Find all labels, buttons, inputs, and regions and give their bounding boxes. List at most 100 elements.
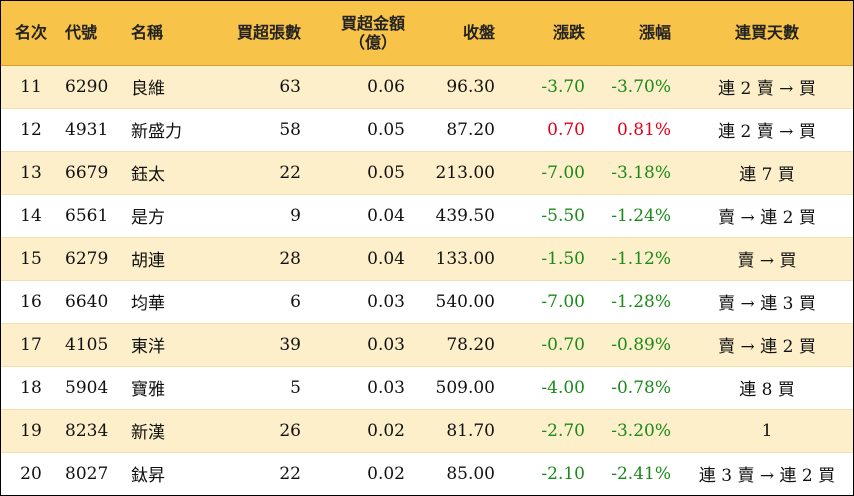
table-row: 17 4105 東洋 39 0.03 78.20 -0.70 -0.89% 賣 → 連 2 買 — [1, 323, 853, 367]
cell-net-amount: 0.06 — [307, 65, 411, 109]
cell-close: 509.00 — [411, 366, 501, 410]
cell-close: 96.30 — [411, 65, 501, 109]
cell-net-lots: 39 — [205, 323, 307, 367]
cell-close: 81.70 — [411, 409, 501, 453]
cell-name: 良維 — [127, 65, 205, 109]
cell-code: 6679 — [61, 151, 127, 195]
header-close: 收盤 — [411, 1, 501, 66]
cell-code: 6561 — [61, 194, 127, 238]
table-row: 15 6279 胡連 28 0.04 133.00 -1.50 -1.12% 賣 → 買 — [1, 237, 853, 281]
cell-name: 是方 — [127, 194, 205, 238]
cell-net-lots: 5 — [205, 366, 307, 410]
cell-net-amount: 0.02 — [307, 409, 411, 453]
cell-change: -1.50 — [501, 237, 591, 281]
cell-streak: 連 8 買 — [681, 366, 853, 410]
cell-net-lots: 22 — [205, 452, 307, 495]
cell-close: 85.00 — [411, 452, 501, 495]
cell-close: 87.20 — [411, 108, 501, 152]
cell-code: 8234 — [61, 409, 127, 453]
cell-name: 鈺太 — [127, 151, 205, 195]
table-row: 13 6679 鈺太 22 0.05 213.00 -7.00 -3.18% 連 7 買 — [1, 151, 853, 195]
cell-streak: 賣 → 連 3 買 — [681, 280, 853, 324]
cell-name: 新漢 — [127, 409, 205, 453]
cell-streak: 連 7 買 — [681, 151, 853, 195]
cell-rank: 15 — [1, 237, 61, 281]
table-row: 19 8234 新漢 26 0.02 81.70 -2.70 -3.20% 1 — [1, 409, 853, 453]
cell-code: 6290 — [61, 65, 127, 109]
cell-change: -4.00 — [501, 366, 591, 410]
cell-change-pct: -3.20% — [591, 409, 681, 453]
cell-net-amount: 0.05 — [307, 108, 411, 152]
cell-name: 寶雅 — [127, 366, 205, 410]
header-change-pct: 漲幅 — [591, 1, 681, 66]
header-code: 代號 — [61, 1, 127, 66]
header-name: 名稱 — [127, 1, 205, 66]
table-row: 11 6290 良維 63 0.06 96.30 -3.70 -3.70% 連 2 賣 → 買 — [1, 65, 853, 109]
cell-change-pct: -3.18% — [591, 151, 681, 195]
cell-net-amount: 0.05 — [307, 151, 411, 195]
cell-change-pct: -0.89% — [591, 323, 681, 367]
cell-rank: 19 — [1, 409, 61, 453]
cell-change-pct: -1.12% — [591, 237, 681, 281]
header-streak: 連買天數 — [681, 1, 853, 66]
cell-net-lots: 63 — [205, 65, 307, 109]
cell-close: 133.00 — [411, 237, 501, 281]
cell-change-pct: -3.70% — [591, 65, 681, 109]
cell-name: 新盛力 — [127, 108, 205, 152]
cell-net-lots: 9 — [205, 194, 307, 238]
cell-change: -2.10 — [501, 452, 591, 495]
cell-rank: 11 — [1, 65, 61, 109]
cell-net-lots: 26 — [205, 409, 307, 453]
table-row: 18 5904 寶雅 5 0.03 509.00 -4.00 -0.78% 連 8 買 — [1, 366, 853, 410]
cell-streak: 賣 → 連 2 買 — [681, 323, 853, 367]
cell-net-lots: 22 — [205, 151, 307, 195]
header-net-lots: 買超張數 — [205, 1, 307, 66]
cell-change: -2.70 — [501, 409, 591, 453]
header-change: 漲跌 — [501, 1, 591, 66]
cell-code: 4931 — [61, 108, 127, 152]
cell-code: 5904 — [61, 366, 127, 410]
cell-rank: 16 — [1, 280, 61, 324]
cell-streak: 賣 → 買 — [681, 237, 853, 281]
cell-change-pct: -1.24% — [591, 194, 681, 238]
cell-net-lots: 6 — [205, 280, 307, 324]
cell-rank: 17 — [1, 323, 61, 367]
cell-change: -7.00 — [501, 151, 591, 195]
cell-rank: 14 — [1, 194, 61, 238]
cell-change: -7.00 — [501, 280, 591, 324]
cell-change-pct: -1.28% — [591, 280, 681, 324]
cell-rank: 20 — [1, 452, 61, 495]
header-net-amount-line1: 買超金額 — [340, 13, 405, 33]
cell-code: 6640 — [61, 280, 127, 324]
header-net-amount: 買超金額 （億） — [307, 1, 411, 66]
cell-close: 78.20 — [411, 323, 501, 367]
cell-streak: 連 2 賣 → 買 — [681, 108, 853, 152]
cell-name: 均華 — [127, 280, 205, 324]
header-row: 名次 代號 名稱 買超張數 買超金額 （億） 收盤 漲跌 漲幅 連買天數 — [1, 1, 853, 66]
cell-net-lots: 28 — [205, 237, 307, 281]
cell-rank: 13 — [1, 151, 61, 195]
cell-streak: 1 — [681, 409, 853, 453]
cell-close: 540.00 — [411, 280, 501, 324]
header-net-amount-line2: （億） — [348, 32, 397, 52]
cell-streak: 賣 → 連 2 買 — [681, 194, 853, 238]
cell-change: 0.70 — [501, 108, 591, 152]
table-row: 16 6640 均華 6 0.03 540.00 -7.00 -1.28% 賣 → 連 3 買 — [1, 280, 853, 324]
cell-change: -0.70 — [501, 323, 591, 367]
cell-net-amount: 0.03 — [307, 366, 411, 410]
cell-name: 東洋 — [127, 323, 205, 367]
cell-net-lots: 58 — [205, 108, 307, 152]
cell-close: 439.50 — [411, 194, 501, 238]
table-row: 14 6561 是方 9 0.04 439.50 -5.50 -1.24% 賣 → 連 2 買 — [1, 194, 853, 238]
cell-name: 胡連 — [127, 237, 205, 281]
cell-streak: 連 3 賣 → 連 2 買 — [681, 452, 853, 495]
cell-change: -3.70 — [501, 65, 591, 109]
header-rank: 名次 — [1, 1, 61, 66]
cell-streak: 連 2 賣 → 買 — [681, 65, 853, 109]
cell-net-amount: 0.04 — [307, 237, 411, 281]
cell-net-amount: 0.04 — [307, 194, 411, 238]
cell-rank: 12 — [1, 108, 61, 152]
